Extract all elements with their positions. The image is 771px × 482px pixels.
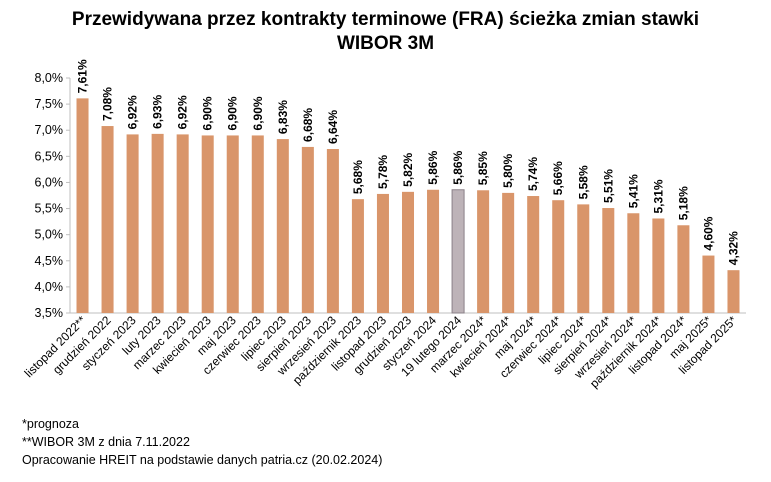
value-label: 5,66%: [551, 161, 565, 195]
y-tick-label: 7,5%: [35, 97, 64, 111]
value-label: 6,68%: [301, 108, 315, 142]
y-tick-label: 5,5%: [35, 202, 64, 216]
value-label: 4,60%: [701, 216, 715, 250]
bar: [226, 135, 239, 313]
bar: [301, 146, 314, 313]
bar: [652, 218, 665, 313]
y-tick-label: 6,0%: [35, 175, 64, 189]
value-label: 5,86%: [451, 150, 465, 184]
bar: [627, 213, 640, 313]
y-tick-label: 8,0%: [35, 71, 64, 85]
bar: [101, 126, 114, 314]
value-label: 5,74%: [526, 157, 540, 191]
bar: [677, 225, 690, 313]
bar: [577, 204, 590, 313]
value-label: 6,90%: [201, 96, 215, 130]
value-label: 5,18%: [676, 186, 690, 220]
bar: [251, 135, 264, 313]
note-wibor-date: **WIBOR 3M z dnia 7.11.2022: [22, 435, 190, 449]
chart-notes: *prognoza **WIBOR 3M z dnia 7.11.2022 Op…: [22, 415, 382, 469]
y-tick-label: 6,5%: [35, 149, 64, 163]
bar: [451, 189, 465, 314]
bar: [401, 191, 415, 313]
bar: [176, 134, 189, 313]
value-label: 5,78%: [376, 155, 390, 189]
y-tick-label: 4,5%: [35, 254, 64, 268]
value-label: 6,90%: [226, 96, 240, 130]
bar: [502, 192, 515, 313]
value-label: 5,68%: [351, 160, 365, 194]
value-label: 5,51%: [601, 169, 615, 203]
value-label: 5,58%: [576, 165, 590, 199]
bar: [351, 199, 364, 313]
bar: [76, 98, 89, 313]
value-label: 5,31%: [651, 179, 665, 213]
value-label: 6,90%: [251, 96, 265, 130]
value-label: 5,41%: [626, 174, 640, 208]
bar: [477, 190, 490, 313]
bar: [326, 149, 339, 313]
value-label: 5,86%: [426, 150, 440, 184]
bar: [602, 208, 615, 313]
chart-title-line-2: WIBOR 3M: [336, 33, 435, 54]
value-label: 4,32%: [726, 231, 740, 265]
value-label: 7,08%: [101, 87, 115, 121]
bar: [427, 189, 440, 313]
bar: [201, 135, 214, 313]
note-forecast: *prognoza: [22, 417, 79, 431]
y-tick-label: 7,0%: [35, 123, 64, 137]
bar: [126, 134, 139, 313]
bar: [151, 133, 164, 313]
value-label: 6,83%: [276, 100, 290, 134]
value-label: 7,61%: [76, 59, 90, 93]
y-tick-label: 4,0%: [35, 280, 64, 294]
note-source: Opracowanie HREIT na podstawie danych pa…: [22, 453, 383, 467]
value-label: 6,92%: [126, 95, 140, 129]
bar: [527, 196, 540, 313]
bar: [702, 255, 715, 313]
value-label: 6,93%: [151, 95, 165, 129]
value-label: 6,92%: [176, 95, 190, 129]
value-label: 5,85%: [476, 151, 490, 185]
bar: [376, 193, 389, 313]
value-label: 5,82%: [401, 152, 415, 186]
bar: [727, 270, 740, 313]
chart-title-line-1: Przewidywana przez kontrakty terminowe (…: [71, 9, 700, 30]
y-tick-label: 3,5%: [35, 306, 64, 320]
value-label: 5,80%: [501, 154, 515, 188]
bar: [552, 200, 565, 313]
value-label: 6,64%: [326, 110, 340, 144]
chart-title: Przewidywana przez kontrakty terminowe (…: [0, 8, 771, 56]
bar: [276, 139, 289, 313]
y-tick-label: 5,0%: [35, 228, 64, 242]
